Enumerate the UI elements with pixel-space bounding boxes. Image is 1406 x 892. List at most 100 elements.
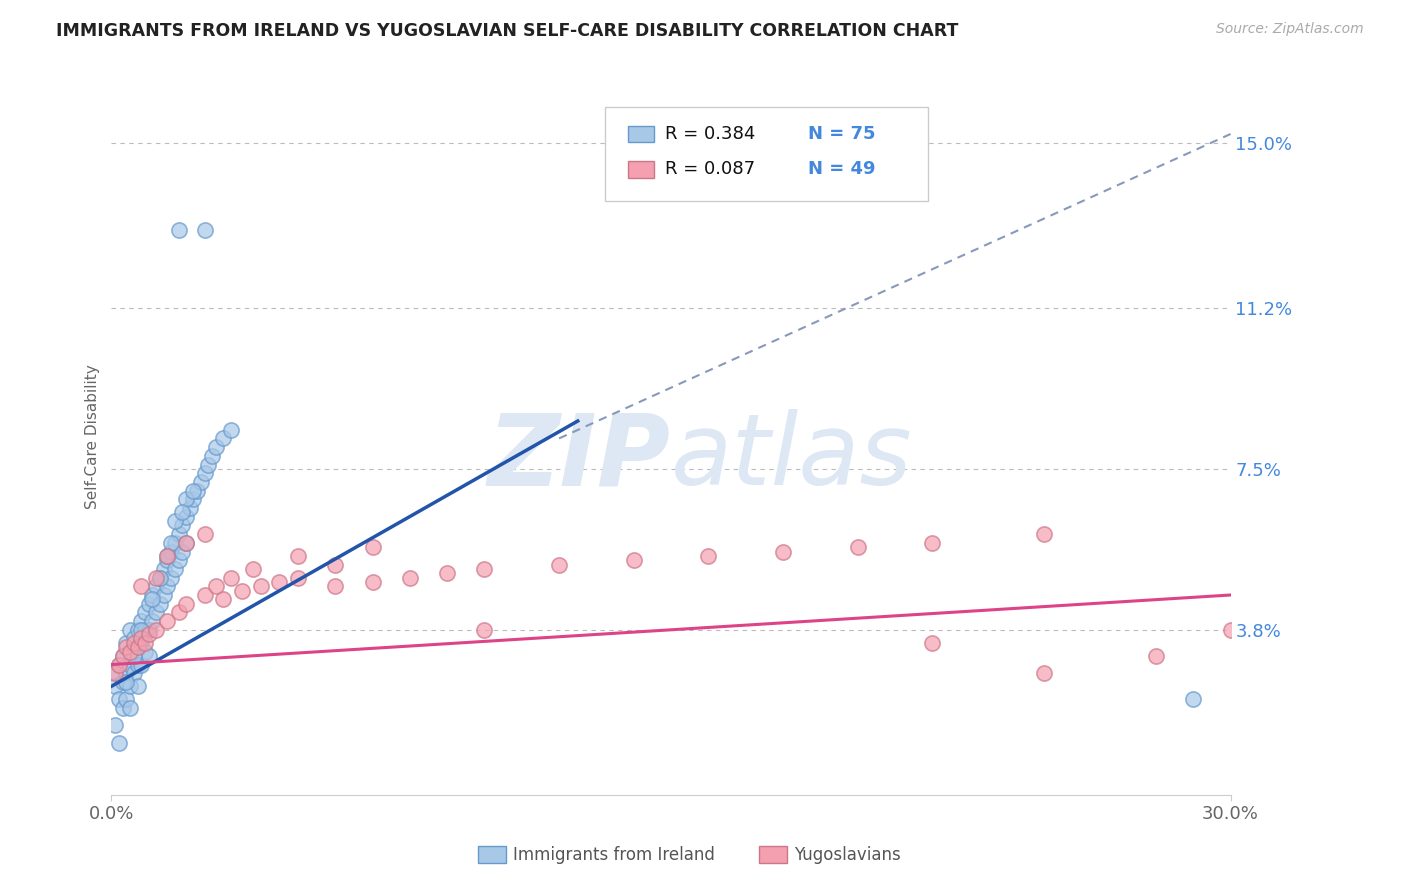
Point (115, 666, 138, 681)
Text: atlas: atlas (671, 409, 912, 507)
Point (163, 514, 186, 528)
Point (174, 597, 197, 611)
Point (115, 640, 138, 655)
Point (152, 562, 174, 576)
Point (134, 636, 156, 650)
Point (205, 579, 228, 593)
Point (122, 648, 145, 663)
Point (361, 574, 384, 589)
Point (1033, 666, 1056, 681)
Point (772, 544, 794, 558)
Y-axis label: Self-Care Disability: Self-Care Disability (86, 364, 100, 508)
Point (104, 718, 127, 732)
Point (1033, 527, 1056, 541)
Point (921, 536, 943, 550)
Point (138, 597, 160, 611)
Point (242, 562, 264, 576)
Point (167, 606, 190, 620)
Point (474, 562, 496, 576)
Point (129, 632, 152, 646)
Text: IMMIGRANTS FROM IRELAND VS YUGOSLAVIAN SELF-CARE DISABILITY CORRELATION CHART: IMMIGRANTS FROM IRELAND VS YUGOSLAVIAN S… (56, 22, 959, 40)
Point (149, 571, 172, 585)
Point (474, 623, 496, 637)
Point (548, 558, 571, 572)
Point (141, 614, 163, 628)
Point (179, 501, 201, 516)
Point (287, 571, 309, 585)
Point (145, 623, 167, 637)
Point (129, 657, 152, 672)
Point (194, 467, 217, 481)
Point (134, 623, 156, 637)
Point (145, 579, 167, 593)
Point (219, 571, 242, 585)
Point (846, 540, 869, 554)
Point (197, 458, 219, 472)
Point (194, 222, 217, 236)
Point (167, 527, 190, 541)
Text: N = 49: N = 49 (808, 161, 876, 178)
Point (120, 679, 142, 693)
Point (127, 679, 149, 693)
Text: Yugoslavians: Yugoslavians (794, 846, 901, 863)
Point (323, 579, 346, 593)
Point (104, 679, 127, 693)
Point (138, 627, 160, 641)
Point (104, 666, 127, 681)
Point (122, 648, 145, 663)
Point (172, 544, 194, 558)
Point (134, 644, 156, 658)
Point (167, 553, 190, 567)
Point (194, 588, 217, 602)
Point (269, 574, 291, 589)
Point (122, 632, 145, 646)
Point (134, 606, 156, 620)
Point (122, 636, 145, 650)
Point (205, 440, 228, 454)
Point (174, 509, 197, 524)
Point (115, 692, 138, 706)
Point (399, 571, 422, 585)
Point (190, 475, 212, 489)
Point (160, 536, 183, 550)
Point (156, 553, 179, 567)
Text: R = 0.087: R = 0.087 (665, 161, 755, 178)
Point (623, 553, 645, 567)
Point (249, 579, 271, 593)
Point (172, 518, 194, 533)
Point (163, 536, 186, 550)
Point (120, 701, 142, 715)
Point (186, 483, 208, 498)
Point (183, 483, 205, 498)
Point (697, 549, 720, 563)
Point (120, 644, 142, 658)
Text: Immigrants from Ireland: Immigrants from Ireland (513, 846, 716, 863)
Point (111, 675, 134, 690)
Point (111, 701, 134, 715)
Point (115, 675, 138, 690)
Point (152, 588, 174, 602)
Text: ZIP: ZIP (488, 409, 671, 507)
Point (323, 558, 346, 572)
Point (436, 566, 458, 581)
Point (172, 505, 194, 519)
Point (163, 562, 186, 576)
Point (212, 592, 235, 607)
Text: R = 0.384: R = 0.384 (665, 125, 755, 143)
Point (120, 623, 142, 637)
Point (115, 636, 138, 650)
Point (145, 606, 167, 620)
Point (141, 588, 163, 602)
Point (149, 597, 172, 611)
Point (138, 648, 160, 663)
Point (361, 540, 384, 554)
Point (108, 657, 131, 672)
Point (194, 527, 217, 541)
Point (111, 648, 134, 663)
Point (167, 222, 190, 236)
Point (1182, 692, 1205, 706)
Point (129, 636, 152, 650)
Point (156, 614, 179, 628)
Point (138, 623, 160, 637)
Point (174, 536, 197, 550)
